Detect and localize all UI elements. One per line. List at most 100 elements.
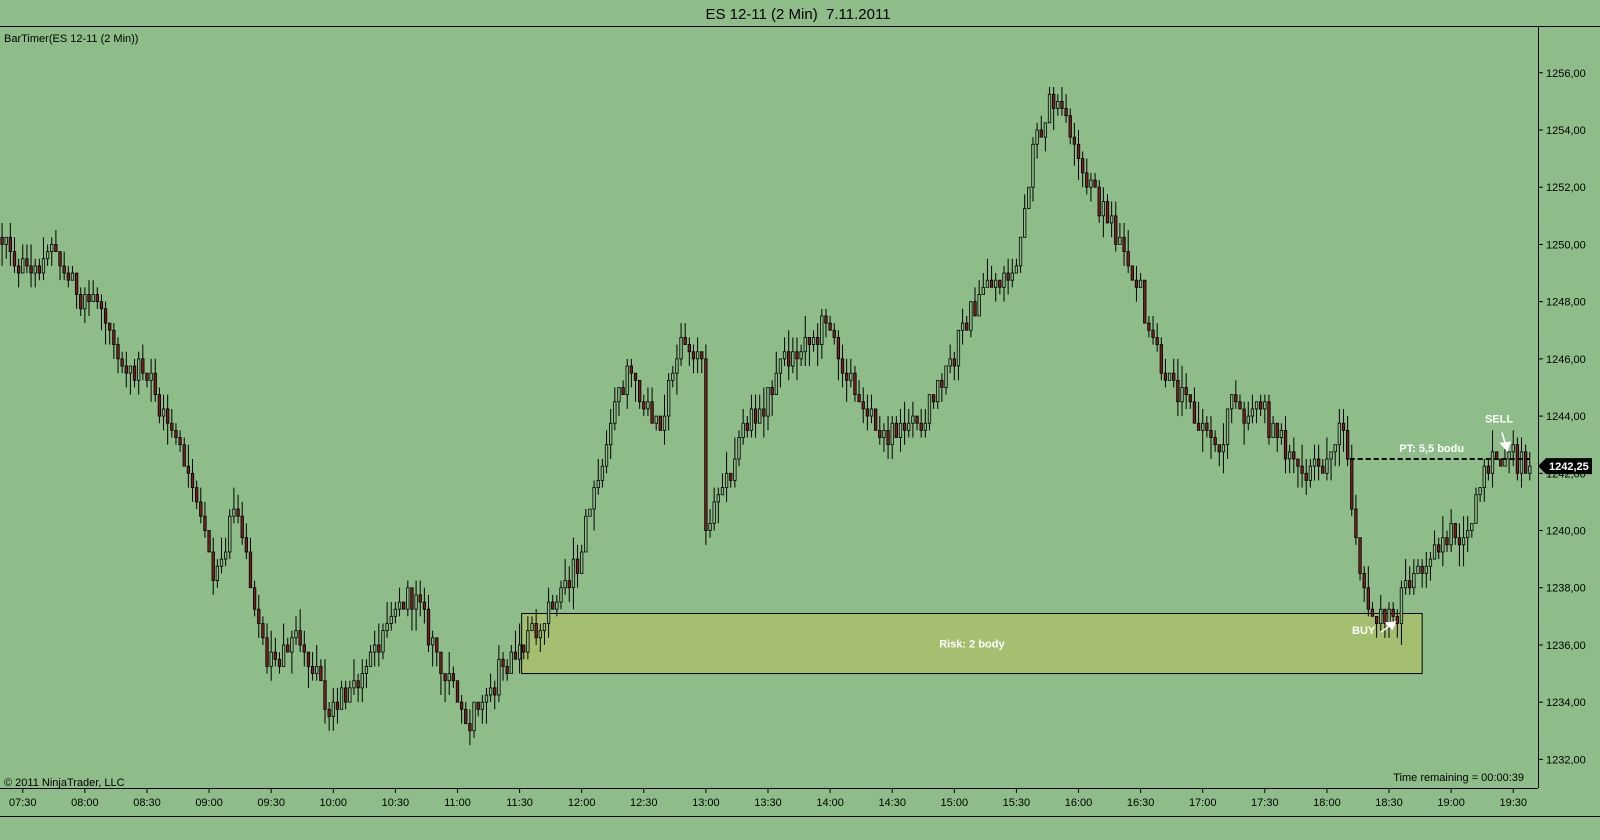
candle-body: [58, 251, 62, 267]
candle-body: [952, 358, 956, 367]
candle-body: [1416, 565, 1420, 574]
candle-body: [1143, 279, 1147, 324]
candle-body: [633, 372, 638, 381]
candle-body: [600, 465, 605, 481]
candle-body: [671, 372, 675, 381]
candle-body: [1217, 444, 1221, 453]
profit-target-label: PT: 5,5 bodu: [1399, 443, 1464, 455]
candle-body: [116, 344, 120, 360]
x-tick-label: 12:00: [568, 797, 596, 809]
candle-body: [1283, 429, 1288, 460]
last-price-marker: 1242,25: [1538, 458, 1592, 475]
candle-body: [1379, 608, 1383, 624]
candle-body: [1234, 394, 1238, 403]
sell-label: SELL: [1485, 413, 1513, 425]
candle-body: [658, 415, 662, 431]
x-tick-label: 17:30: [1251, 797, 1279, 809]
y-tick-label: 1240,00: [1546, 526, 1586, 538]
candle-body: [1457, 537, 1462, 546]
candle-body: [484, 694, 489, 703]
candle-body: [493, 687, 497, 696]
risk-zone-label: Risk: 2 body: [939, 639, 1005, 651]
candle-body: [1230, 394, 1234, 410]
candle-body: [513, 651, 518, 660]
candle-body: [1259, 401, 1263, 410]
candle-body: [356, 680, 360, 689]
last-price-text: 1242,25: [1549, 461, 1589, 473]
candle-body: [882, 429, 886, 438]
candle-body: [124, 365, 128, 374]
candle-body: [1495, 451, 1499, 460]
candle-body: [675, 358, 679, 374]
candle-body: [1395, 615, 1399, 624]
candle-body: [1163, 372, 1168, 381]
candle-body: [1209, 429, 1213, 438]
candle-body: [132, 365, 137, 381]
candle-body: [385, 623, 389, 632]
candle-body: [45, 251, 50, 260]
candle-body: [464, 708, 468, 725]
candle-body: [157, 394, 162, 417]
candle-body: [588, 508, 592, 517]
candle-body: [745, 422, 749, 431]
candle-body: [542, 623, 547, 632]
candle-body: [1474, 494, 1478, 524]
candle-body: [1184, 387, 1188, 396]
candle-body: [91, 294, 95, 303]
candle-body: [1354, 508, 1358, 539]
candle-body: [215, 565, 220, 581]
sell-arrow-icon: [1499, 432, 1512, 452]
x-tick-label: 11:30: [506, 797, 533, 809]
candle-body: [418, 594, 422, 603]
candle-body: [1246, 415, 1250, 424]
candle-body: [1093, 179, 1097, 188]
candle-body: [211, 551, 215, 581]
candle-body: [716, 494, 720, 503]
candle-body: [1010, 272, 1014, 281]
candle-body: [1081, 158, 1085, 174]
candle-body: [1466, 530, 1470, 539]
candle-body: [431, 637, 435, 646]
candle-body: [1188, 394, 1192, 403]
candle-body: [985, 279, 990, 288]
candle-body: [1312, 458, 1317, 467]
candle-body: [1499, 458, 1503, 467]
candle-body: [948, 358, 952, 367]
candle-body: [62, 265, 66, 274]
candle-body: [530, 623, 534, 632]
candle-body: [153, 372, 157, 396]
candle-body: [137, 358, 141, 381]
candle-body: [567, 580, 571, 589]
candle-body: [1524, 451, 1528, 474]
x-tick-label: 14:30: [878, 797, 906, 809]
candle-body: [828, 322, 832, 331]
candle-body: [969, 301, 973, 331]
candle-body: [1122, 236, 1126, 252]
y-tick-label: 1234,00: [1546, 697, 1586, 709]
candle-body: [435, 637, 439, 653]
candle-body: [103, 308, 108, 324]
candle-body: [1288, 451, 1292, 460]
candle-body: [911, 415, 915, 424]
candle-body: [691, 351, 696, 360]
candle-body: [1114, 215, 1118, 245]
candle-body: [1412, 573, 1416, 589]
candle-body: [1478, 487, 1482, 496]
candle-body: [907, 422, 911, 431]
candle-body: [1027, 186, 1031, 210]
candle-body: [1304, 472, 1308, 481]
candle-body: [762, 408, 766, 417]
candle-body: [1126, 251, 1130, 267]
candle-body: [397, 601, 402, 610]
candle-body: [290, 637, 294, 653]
candle-body: [546, 601, 551, 624]
candle-body: [791, 351, 795, 367]
y-tick-label: 1250,00: [1546, 239, 1586, 251]
candle-body: [33, 265, 37, 274]
x-tick-label: 07:30: [9, 797, 37, 809]
candle-body: [729, 472, 733, 481]
x-tick-label: 10:30: [382, 797, 410, 809]
buy-label: BUY: [1352, 625, 1376, 637]
candle-body: [505, 666, 509, 674]
